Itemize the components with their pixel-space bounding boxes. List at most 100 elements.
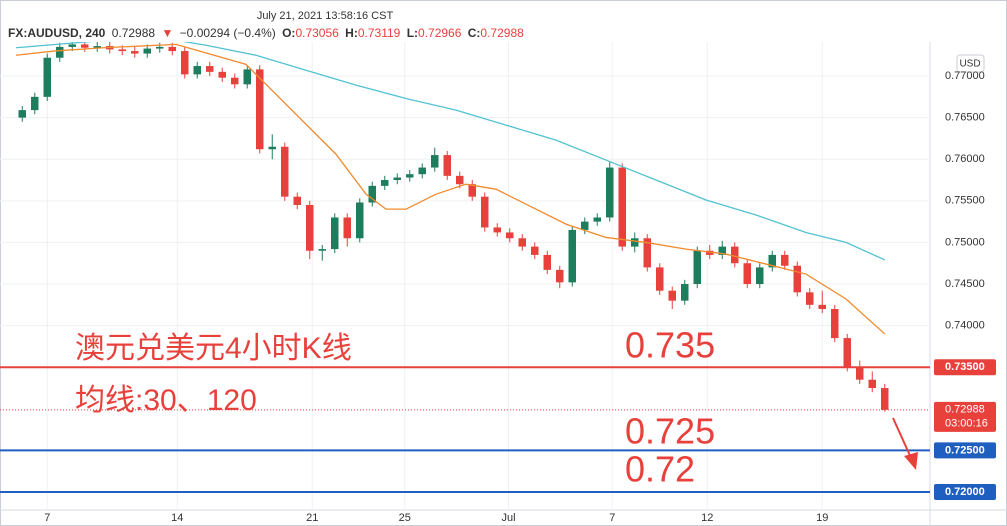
close: 0.72988 bbox=[480, 26, 524, 40]
candle-body bbox=[181, 51, 189, 75]
candle-body bbox=[243, 69, 251, 85]
level-label-box bbox=[934, 484, 996, 501]
x-tick-label: Jul bbox=[501, 512, 515, 524]
y-tick-label: 0.77000 bbox=[945, 70, 985, 82]
candle-body bbox=[93, 46, 101, 48]
y-tick-label: 0.75500 bbox=[945, 195, 985, 207]
candle-body bbox=[131, 51, 139, 54]
candle-body bbox=[856, 367, 864, 380]
candle-body bbox=[443, 155, 451, 176]
y-tick-label: 0.74000 bbox=[945, 320, 985, 332]
change: −0.00294 (−0.4%) bbox=[180, 26, 276, 40]
legend-header: FX:AUDUSD, 240 0.72988 ▼ −0.00294 (−0.4%… bbox=[8, 26, 524, 40]
candle-body bbox=[68, 44, 76, 47]
candle-body bbox=[493, 227, 501, 233]
level-label: 0.72500 bbox=[945, 444, 985, 456]
annotation: 0.72 bbox=[625, 449, 695, 490]
level-label: 0.72000 bbox=[945, 486, 985, 498]
candle-body bbox=[718, 246, 726, 255]
level-label-box bbox=[934, 442, 996, 459]
candle-body bbox=[143, 48, 151, 54]
candle-body bbox=[218, 71, 226, 78]
candle-body bbox=[168, 46, 176, 52]
x-tick-label: 14 bbox=[171, 512, 183, 524]
candle-body bbox=[156, 46, 164, 49]
direction: ▼ bbox=[161, 26, 173, 40]
open-label: O: bbox=[282, 26, 295, 40]
candle-body bbox=[431, 155, 439, 168]
candle-body bbox=[618, 167, 626, 247]
candle-body bbox=[118, 49, 126, 52]
high: 0.73119 bbox=[358, 26, 401, 40]
countdown: 03:00:16 bbox=[945, 418, 988, 430]
candle-body bbox=[868, 379, 876, 389]
candle-body bbox=[368, 185, 376, 203]
candle-body bbox=[306, 204, 314, 251]
candle-body bbox=[693, 250, 701, 285]
candle-body bbox=[806, 292, 814, 305]
y-tick-label: 0.74500 bbox=[945, 278, 985, 290]
candle-body bbox=[818, 304, 826, 309]
y-tick-label: 0.75000 bbox=[945, 236, 985, 248]
x-tick-label: 7 bbox=[609, 512, 615, 524]
arrow-head bbox=[904, 452, 918, 470]
candle-body bbox=[43, 57, 51, 97]
candle-body bbox=[206, 66, 214, 72]
candle-body bbox=[556, 269, 564, 283]
annotation: 0.725 bbox=[625, 411, 715, 452]
candle-body bbox=[81, 44, 89, 48]
plot bbox=[15, 42, 889, 412]
candle-body bbox=[643, 238, 651, 268]
candle-body bbox=[518, 238, 526, 247]
candle-body bbox=[581, 221, 589, 230]
candle-body bbox=[356, 202, 364, 239]
candle-body bbox=[706, 250, 714, 255]
currency-box[interactable] bbox=[956, 54, 985, 73]
candle-body bbox=[456, 175, 464, 185]
candle-body bbox=[843, 338, 851, 368]
current-price-box bbox=[934, 401, 996, 432]
x-tick-label: 21 bbox=[306, 512, 318, 524]
current-price-label: 0.72988 bbox=[945, 404, 985, 416]
candle-body bbox=[756, 267, 764, 285]
symbol: FX:AUDUSD, 240 bbox=[8, 26, 106, 40]
candle-body bbox=[881, 388, 889, 410]
candle-body bbox=[506, 232, 514, 239]
candle-body bbox=[281, 146, 289, 197]
candle-body bbox=[768, 254, 776, 268]
levels: 0.73500 0.72500 0.72000 0.72988 03:00:16 bbox=[0, 359, 996, 501]
candle-body bbox=[418, 167, 426, 175]
candle-body bbox=[343, 217, 351, 239]
last: 0.72988 bbox=[112, 26, 156, 40]
candle-body bbox=[293, 196, 301, 205]
close-label: C: bbox=[468, 26, 481, 40]
candle-body bbox=[743, 263, 751, 285]
candle-body bbox=[56, 46, 64, 58]
open: 0.73056 bbox=[295, 26, 339, 40]
candle-body bbox=[193, 66, 201, 75]
x-tick-label: 25 bbox=[399, 512, 411, 524]
x-tick-label: 12 bbox=[701, 512, 713, 524]
candle-body bbox=[631, 238, 639, 247]
annotation: 澳元兑美元4小时K线 bbox=[75, 332, 352, 365]
candle-body bbox=[381, 180, 389, 186]
candle-body bbox=[656, 267, 664, 291]
annotation: 均线:30、120 bbox=[75, 384, 257, 417]
candle-body bbox=[831, 308, 839, 339]
x-tick-label: 7 bbox=[44, 512, 50, 524]
candle-body bbox=[18, 110, 26, 118]
candle-body bbox=[268, 146, 276, 150]
candle-body bbox=[393, 177, 401, 181]
candle-body bbox=[31, 96, 39, 111]
moving-average bbox=[15, 43, 886, 335]
timestamp: July 21, 2021 13:58:16 CST bbox=[257, 10, 394, 22]
y-tick-label: 0.76500 bbox=[945, 112, 985, 124]
candle-body bbox=[406, 174, 414, 178]
candle-body bbox=[781, 254, 789, 266]
high-label: H: bbox=[345, 26, 358, 40]
low: 0.72966 bbox=[418, 26, 462, 40]
candle-body bbox=[543, 254, 551, 270]
currency[interactable]: USD bbox=[959, 59, 980, 70]
